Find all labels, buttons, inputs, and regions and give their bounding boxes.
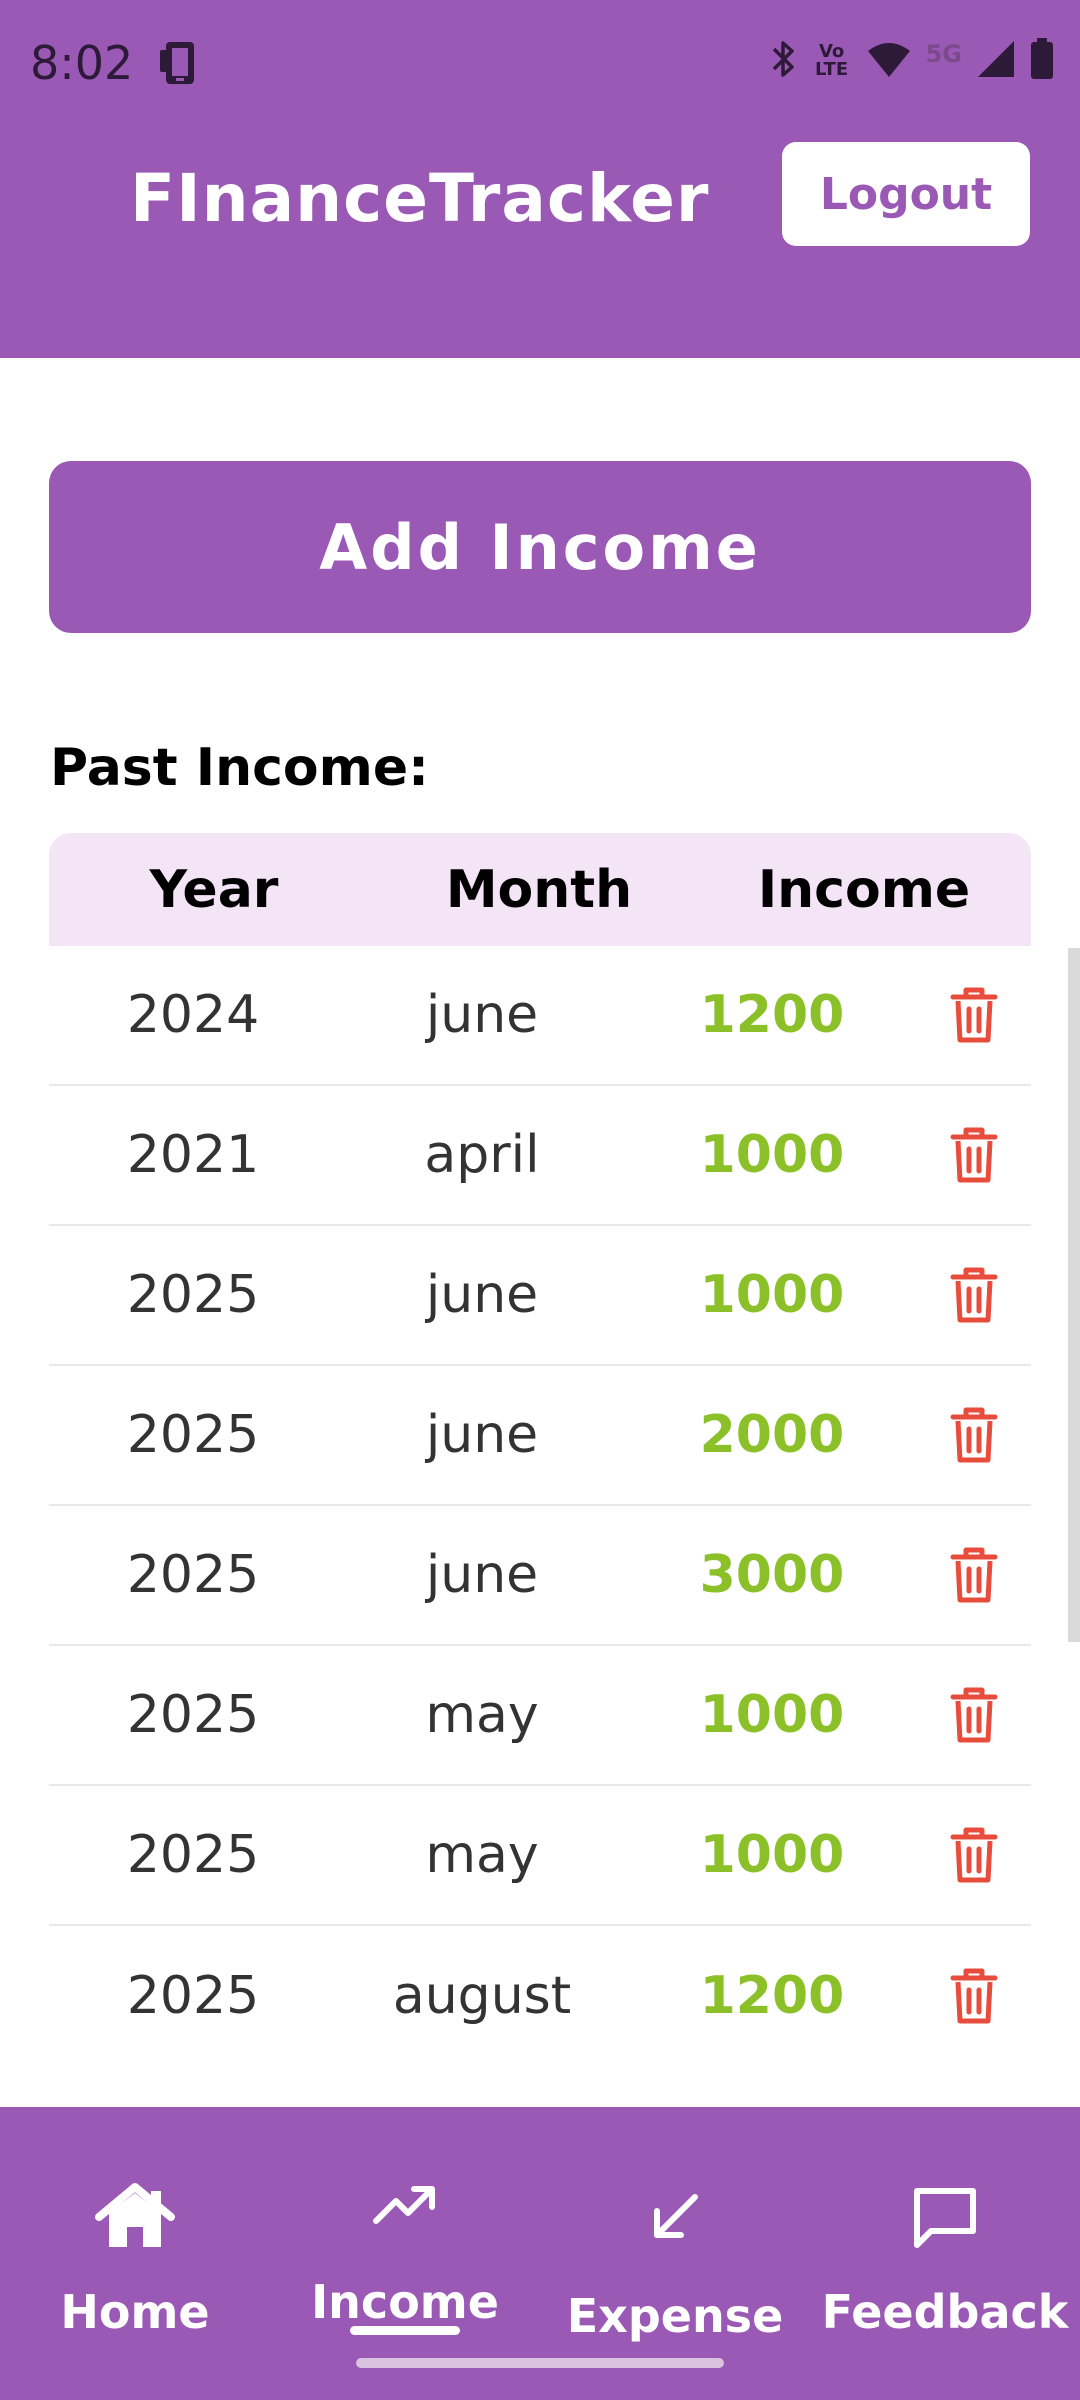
row-income-amount: 3000: [699, 1545, 845, 1605]
nav-item-home[interactable]: Home: [0, 2107, 270, 2400]
wifi-icon: [866, 39, 912, 83]
row-year: 2025: [126, 1265, 260, 1325]
row-delete-cell: [917, 1964, 1031, 2028]
app-header: 8:02 Vo LTE 5G: [0, 0, 1080, 358]
row-income-amount: 1200: [699, 1966, 845, 2026]
trash-icon[interactable]: [944, 983, 1004, 1047]
trash-icon[interactable]: [944, 1683, 1004, 1747]
chat-bubble-icon: [911, 2185, 979, 2253]
table-row: 2025 may 1000: [49, 1786, 1031, 1926]
income-table: Year Month Income 2024 june 1200 2021 april 1…: [49, 833, 1031, 2066]
trash-icon[interactable]: [944, 1403, 1004, 1467]
row-income-amount: 1000: [699, 1125, 845, 1185]
gesture-navigation-bar[interactable]: [356, 2358, 724, 2368]
row-month: june: [425, 985, 539, 1045]
status-icons: Vo LTE 5G: [768, 38, 1054, 84]
row-month: june: [425, 1405, 539, 1465]
row-income-amount: 1200: [699, 985, 845, 1045]
table-row: 2025 june 3000: [49, 1506, 1031, 1646]
table-row: 2025 june 1000: [49, 1226, 1031, 1366]
row-delete-cell: [917, 1123, 1031, 1187]
trash-icon[interactable]: [944, 1543, 1004, 1607]
network-type-label: 5G: [925, 40, 962, 68]
row-month: may: [425, 1685, 539, 1745]
row-month: june: [425, 1545, 539, 1605]
trash-icon[interactable]: [944, 1823, 1004, 1887]
row-year: 2021: [126, 1125, 260, 1185]
volte-icon: Vo LTE: [812, 43, 852, 79]
scrollbar[interactable]: [1068, 948, 1080, 1642]
row-delete-cell: [917, 1543, 1031, 1607]
row-income-amount: 2000: [699, 1405, 845, 1465]
row-month: august: [392, 1966, 572, 2026]
table-header: Year Month Income: [49, 833, 1031, 946]
volte-label-bottom: LTE: [815, 59, 849, 80]
status-bar: 8:02 Vo LTE 5G: [0, 0, 1080, 126]
row-delete-cell: [917, 1823, 1031, 1887]
row-delete-cell: [917, 983, 1031, 1047]
row-delete-cell: [917, 1683, 1031, 1747]
notification-icon: [158, 40, 202, 86]
row-delete-cell: [917, 1403, 1031, 1467]
nav-item-expense[interactable]: Expense: [540, 2107, 810, 2400]
nav-label-home: Home: [60, 2285, 210, 2339]
trending-up-icon: [372, 2183, 438, 2233]
home-icon: [95, 2181, 175, 2255]
table-row: 2021 april 1000: [49, 1086, 1031, 1226]
row-month: april: [424, 1125, 540, 1185]
row-month: may: [425, 1825, 539, 1885]
past-income-title: Past Income:: [50, 738, 429, 798]
signal-icon: [976, 39, 1016, 83]
bluetooth-icon: [768, 39, 798, 83]
row-income-amount: 1000: [699, 1265, 845, 1325]
row-year: 2025: [126, 1966, 260, 2026]
column-header-month: Month: [445, 859, 633, 920]
trash-icon[interactable]: [944, 1964, 1004, 2028]
table-row: 2025 august 1200: [49, 1926, 1031, 2066]
trash-icon[interactable]: [944, 1123, 1004, 1187]
arrow-down-left-icon: [647, 2189, 703, 2249]
volte-label-top: Vo: [818, 41, 845, 62]
nav-item-feedback[interactable]: Feedback: [810, 2107, 1080, 2400]
add-income-button[interactable]: Add Income: [49, 461, 1031, 633]
active-tab-indicator: [350, 2326, 460, 2335]
row-month: june: [425, 1265, 539, 1325]
table-row: 2024 june 1200: [49, 946, 1031, 1086]
row-income-amount: 1000: [699, 1685, 845, 1745]
logout-button[interactable]: Logout: [782, 142, 1030, 246]
nav-label-income: Income: [311, 2275, 499, 2329]
app-title: FInanceTracker: [130, 160, 710, 237]
row-income-amount: 1000: [699, 1825, 845, 1885]
trash-icon[interactable]: [944, 1263, 1004, 1327]
nav-item-income[interactable]: Income: [270, 2107, 540, 2400]
column-header-year: Year: [149, 859, 279, 920]
nav-label-feedback: Feedback: [821, 2285, 1069, 2339]
row-delete-cell: [917, 1263, 1031, 1327]
row-year: 2025: [126, 1545, 260, 1605]
table-row: 2025 june 2000: [49, 1366, 1031, 1506]
nav-label-expense: Expense: [566, 2289, 784, 2343]
table-body[interactable]: 2024 june 1200 2021 april 1000 2025 june 1000 202…: [49, 946, 1031, 2066]
table-row: 2025 may 1000: [49, 1646, 1031, 1786]
row-year: 2025: [126, 1825, 260, 1885]
battery-icon: [1030, 38, 1054, 84]
status-time: 8:02: [30, 36, 134, 90]
bottom-navigation: Home Income Expense Feedback: [0, 2107, 1080, 2400]
row-year: 2025: [126, 1405, 260, 1465]
row-year: 2024: [126, 985, 260, 1045]
row-year: 2025: [126, 1685, 260, 1745]
column-header-income: Income: [757, 859, 971, 920]
